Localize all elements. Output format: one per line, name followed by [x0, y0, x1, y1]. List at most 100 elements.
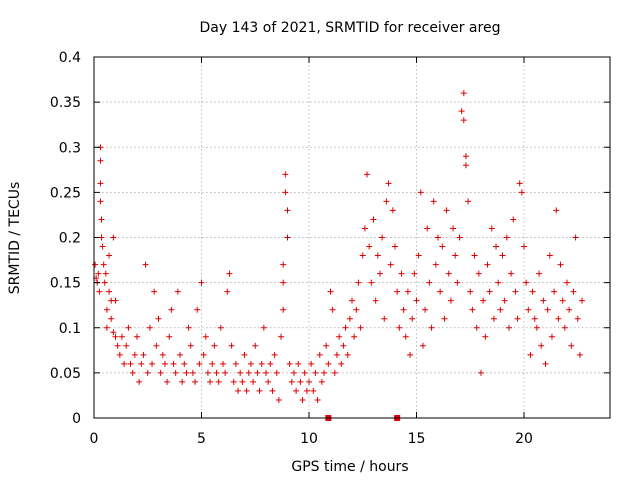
data-point: [185, 324, 192, 331]
data-point: [411, 270, 418, 277]
data-point: [482, 333, 489, 340]
data-point: [456, 234, 463, 241]
data-point: [538, 342, 545, 349]
data-point: [529, 288, 536, 295]
axis-ticks: [93, 56, 610, 419]
data-point: [174, 288, 181, 295]
y-tick-label: 0.1: [59, 321, 81, 337]
data-point: [123, 342, 130, 349]
data-point: [525, 306, 532, 313]
data-point: [396, 324, 403, 331]
data-point: [303, 387, 310, 394]
data-point: [194, 306, 201, 313]
data-point: [222, 369, 229, 376]
data-point: [243, 387, 250, 394]
data-point: [136, 378, 143, 385]
data-point: [544, 306, 551, 313]
data-point: [170, 360, 177, 367]
data-point: [460, 90, 467, 97]
data-point: [153, 342, 160, 349]
data-point: [540, 297, 547, 304]
data-point: [299, 396, 306, 403]
data-point: [202, 333, 209, 340]
data-point: [224, 288, 231, 295]
data-point: [118, 333, 125, 340]
data-point: [103, 306, 110, 313]
data-point: [196, 360, 203, 367]
data-point: [422, 306, 429, 313]
data-point: [576, 351, 583, 358]
x-tick-label: 15: [408, 431, 426, 447]
data-point: [374, 252, 381, 259]
data-point: [125, 324, 132, 331]
data-point: [129, 369, 136, 376]
data-point: [155, 315, 162, 322]
data-point: [385, 180, 392, 187]
data-point: [321, 369, 328, 376]
data-point: [97, 180, 104, 187]
data-point: [209, 360, 216, 367]
data-point: [555, 315, 562, 322]
data-point: [97, 157, 104, 164]
y-tick-label: 0.3: [59, 140, 81, 156]
data-point: [338, 360, 345, 367]
data-point: [220, 360, 226, 367]
data-point: [424, 225, 431, 232]
data-point: [566, 306, 573, 313]
data-point: [204, 369, 211, 376]
data-point: [376, 270, 383, 277]
data-point: [570, 288, 577, 295]
data-point: [312, 369, 319, 376]
data-point: [490, 315, 497, 322]
data-point: [189, 369, 196, 376]
data-point: [211, 342, 218, 349]
data-point: [327, 288, 334, 295]
data-point: [392, 243, 398, 250]
data-point: [342, 324, 349, 331]
x-tick-labels: 0 5 10 15 20: [90, 431, 533, 447]
data-point: [295, 360, 302, 367]
data-point: [230, 378, 237, 385]
data-point: [495, 279, 502, 286]
data-point: [286, 360, 293, 367]
data-point: [166, 333, 173, 340]
data-point: [497, 306, 504, 313]
data-point: [235, 387, 242, 394]
y-tick-label: 0: [72, 411, 81, 427]
data-point: [439, 243, 446, 250]
data-point: [290, 369, 297, 376]
data-point: [293, 387, 300, 394]
x-tick-label: 10: [300, 431, 318, 447]
data-point: [112, 333, 119, 340]
data-point: [157, 369, 164, 376]
data-point: [280, 261, 287, 268]
data-point: [183, 369, 190, 376]
data-point: [381, 315, 388, 322]
x-axis-label: GPS time / hours: [291, 459, 408, 475]
data-point: [364, 171, 371, 178]
data-point: [557, 261, 564, 268]
data-point: [458, 108, 465, 115]
data-point: [106, 252, 113, 259]
data-point: [452, 252, 459, 259]
data-point: [441, 315, 448, 322]
data-point: [561, 324, 568, 331]
data-point: [161, 360, 168, 367]
data-point: [215, 378, 222, 385]
data-point: [415, 252, 422, 259]
data-point: [110, 329, 117, 336]
data-point: [114, 342, 121, 349]
y-axis-label: SRMTID / TECUs: [7, 182, 23, 295]
data-points: [92, 90, 586, 403]
data-point: [273, 369, 280, 376]
data-point: [106, 288, 113, 295]
data-point: [263, 369, 269, 376]
data-point: [404, 288, 411, 295]
data-point: [355, 279, 362, 286]
data-point: [260, 324, 267, 331]
data-point: [310, 387, 317, 394]
data-point: [361, 225, 368, 232]
y-tick-label: 0.25: [50, 185, 81, 201]
data-point: [138, 360, 145, 367]
